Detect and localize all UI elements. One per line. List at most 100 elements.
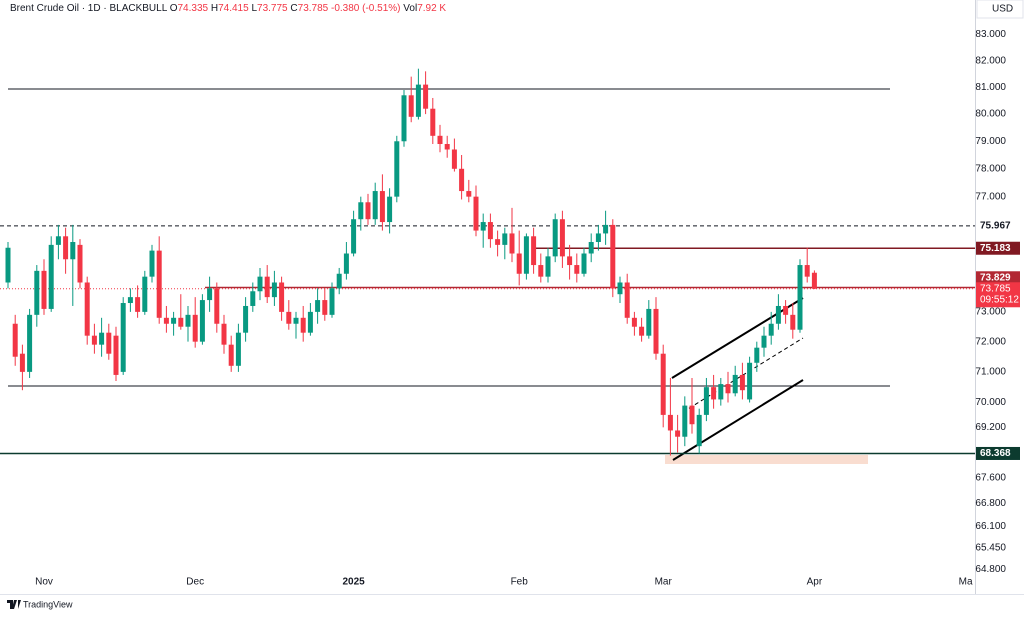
candle-body (199, 300, 205, 342)
last-price-box (976, 282, 1020, 308)
candle-body (286, 311, 292, 324)
candle-body (401, 95, 407, 142)
y-tick-label: 66.100 (975, 521, 1006, 532)
close-value: 73.785 (298, 3, 329, 14)
price-line-label: 73.829 (980, 272, 1011, 283)
candle-body (689, 405, 695, 425)
candle-body (624, 282, 630, 318)
candle-body (595, 233, 601, 243)
candle-body (207, 288, 213, 301)
y-tick-label: 80.000 (975, 109, 1006, 120)
candle-body (34, 270, 40, 315)
branding: TradingView (23, 599, 73, 609)
candle-body (567, 256, 573, 266)
candle-body (617, 282, 623, 295)
candle-body (783, 305, 789, 315)
candle-body (135, 297, 141, 312)
price-line-label-box (976, 446, 1020, 460)
candle-body (516, 253, 522, 274)
candle-body (214, 288, 220, 324)
price-line-label-box (976, 271, 1020, 285)
price-line-label: 68.368 (980, 448, 1011, 459)
candle-body (444, 144, 450, 150)
y-tick-label: 66.800 (975, 498, 1006, 509)
candle-body (163, 317, 169, 324)
candle-body (63, 236, 69, 260)
high-label: H (211, 3, 218, 14)
close-label: C (290, 3, 297, 14)
candle-body (408, 95, 414, 117)
channel-lower (672, 379, 804, 461)
candle-body (639, 326, 645, 336)
candle-body (502, 233, 508, 245)
axes: 83.000 82.000 81.000 80.000 79.000 78.000 77.0… (35, 29, 1020, 588)
y-tick-label: 82.000 (975, 55, 1006, 66)
candle-body (243, 305, 249, 333)
candle-body (99, 332, 105, 345)
y-tick-label: 69.200 (975, 422, 1006, 433)
candle-body (250, 291, 256, 306)
candle-body (106, 332, 112, 354)
candle-body (178, 317, 184, 327)
y-tick-label: 70.000 (975, 397, 1006, 408)
y-tick-label: 79.000 (975, 136, 1006, 147)
low-value: 73.775 (257, 3, 288, 14)
candle-body (559, 219, 565, 257)
countdown: 09:55:12 (980, 294, 1019, 305)
candle-body (703, 387, 709, 415)
candle-body (12, 323, 18, 357)
candle-body (451, 149, 457, 169)
price-lines (0, 225, 975, 455)
candle-body (329, 288, 335, 315)
candle-body (127, 297, 133, 304)
candle-body (574, 265, 580, 274)
candle-body (372, 191, 378, 220)
x-tick-label: Nov (35, 577, 53, 588)
legend: Brent Crude Oil · 1D · BLACKBULL O74.335… (10, 3, 446, 14)
candle-body (77, 244, 83, 283)
candle-body (775, 305, 781, 324)
candle-body (811, 272, 817, 289)
candle-body (149, 250, 155, 277)
low-label: L (251, 3, 257, 14)
candle-body (653, 308, 659, 354)
candle-body (747, 362, 753, 400)
candle-body (754, 347, 760, 363)
candle-body (257, 276, 263, 292)
candle-body (437, 135, 443, 145)
y-tick-label: 83.000 (975, 29, 1006, 40)
candle-body (660, 353, 666, 415)
candle-body (718, 384, 724, 400)
candle-body (603, 224, 609, 234)
candle-body (221, 323, 227, 345)
x-tick-label: Apr (807, 577, 823, 588)
candle-body (487, 222, 493, 240)
x-tick-label: Ma (959, 577, 973, 588)
y-tick-label: 65.450 (975, 542, 1006, 553)
candle-body (531, 236, 537, 266)
candle-body (610, 224, 616, 289)
candle-body (423, 84, 429, 109)
logo-mark (7, 600, 21, 609)
candle-body (19, 353, 25, 372)
change: -0.380 (-0.51%) (331, 3, 400, 14)
candle-body (293, 317, 299, 324)
demand-zone (665, 455, 868, 464)
candle-body (192, 314, 198, 342)
candle-body (394, 141, 400, 197)
currency[interactable]: USD (992, 4, 1013, 15)
y-tick-label: 77.000 (975, 191, 1006, 202)
price-line-label: 75.183 (980, 243, 1011, 254)
candle-body (480, 222, 486, 231)
candle-body (696, 414, 702, 447)
channel-upper (671, 297, 804, 379)
currency-box[interactable] (976, 0, 1024, 19)
candle-body (5, 247, 11, 283)
x-tick-label: 2025 (342, 577, 365, 588)
candle-body (142, 276, 148, 312)
candle-body (538, 265, 544, 277)
candle-body (646, 308, 652, 336)
candle-body (84, 282, 90, 336)
candle-body (235, 332, 241, 366)
